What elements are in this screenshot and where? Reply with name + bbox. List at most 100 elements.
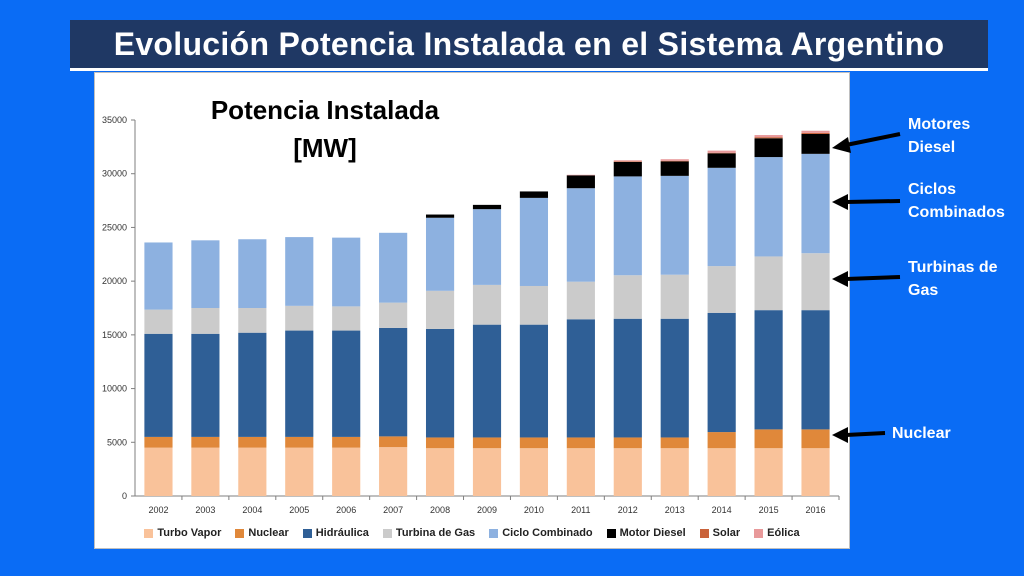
bar-segment (613, 448, 642, 496)
y-tick-label: 20000 (102, 276, 127, 286)
bar-segment (613, 437, 642, 449)
bar-segment (801, 448, 830, 496)
bar-segment (519, 448, 549, 496)
bar-segment (519, 437, 549, 449)
bar-segment (707, 432, 736, 449)
bar-segment (238, 436, 267, 448)
legend-item: Hidráulica (302, 527, 369, 539)
x-tick-label: 2009 (477, 505, 497, 515)
bar-segment (285, 447, 314, 496)
legend-label: Turbo Vapor (157, 527, 222, 539)
bar-segment (472, 437, 502, 449)
bar-segment (801, 310, 830, 430)
bar-segment (660, 448, 689, 496)
bar-segment (379, 447, 408, 496)
chart-heading-line2: [MW] (293, 133, 357, 163)
bar-segment (332, 306, 361, 331)
legend-label: Motor Diesel (619, 527, 686, 539)
y-tick-label: 25000 (102, 222, 127, 232)
bar-segment (519, 285, 549, 325)
x-tick-label: 2002 (148, 505, 168, 515)
bar-segment (144, 309, 173, 334)
arrow-nuclear (832, 427, 886, 443)
bar-segment (566, 281, 595, 320)
chart-legend: Turbo Vapor Nuclear Hidráulica Turbina de G… (95, 523, 849, 543)
bar-segment (566, 188, 595, 282)
chart-heading: Potencia Instalada [MW] (185, 91, 465, 167)
x-tick-label: 2006 (336, 505, 356, 515)
bar-segment (332, 237, 361, 307)
arrow-ciclos-combinados (832, 194, 901, 210)
bar-segment (707, 448, 736, 496)
bar-segment (472, 324, 502, 438)
x-tick-label: 2010 (524, 505, 544, 515)
bar-segment (425, 437, 455, 449)
bar-segment (613, 176, 642, 276)
bar-segment (425, 290, 455, 329)
y-tick-label: 0 (122, 491, 127, 501)
bar-segment (707, 167, 736, 267)
legend-swatch (144, 528, 154, 538)
bar-segment (379, 436, 408, 448)
x-tick-label: 2007 (383, 505, 403, 515)
bar-segment (754, 429, 783, 449)
x-tick-label: 2014 (712, 505, 732, 515)
legend-item: Solar (699, 527, 740, 539)
legend-item: Eólica (754, 527, 800, 539)
bar-segment (472, 209, 502, 285)
x-tick-label: 2013 (665, 505, 685, 515)
legend-label: Ciclo Combinado (502, 527, 593, 539)
bar-segment (379, 232, 408, 303)
legend-swatch (382, 528, 392, 538)
x-tick-label: 2008 (430, 505, 450, 515)
bar-segment (425, 214, 455, 218)
legend-item: Turbo Vapor (144, 527, 221, 539)
legend-swatch (699, 528, 709, 538)
bar-segment (660, 159, 689, 161)
legend-item: Nuclear (235, 527, 289, 539)
bar-segment (472, 204, 502, 210)
bar-segment (566, 175, 595, 189)
annotation-ciclos-line2: Combinados (908, 204, 1005, 221)
bar-segment (801, 133, 830, 154)
annotation-motores-diesel: Motores Diesel (908, 113, 970, 159)
legend-label: Hidráulica (315, 527, 369, 539)
bar-segment (285, 330, 314, 437)
bar-segment (238, 239, 267, 308)
bar-segment (613, 275, 642, 319)
bar-segment (801, 153, 830, 254)
title-bar: Evolución Potencia Instalada en el Siste… (70, 20, 988, 71)
bar-segment (801, 253, 830, 311)
bar-segment (566, 448, 595, 496)
bar-segment (472, 448, 502, 496)
chart-heading-line1: Potencia Instalada (210, 95, 440, 125)
bar-segment (707, 312, 736, 433)
bar-segment (191, 436, 220, 448)
bar-segment (707, 153, 736, 168)
bar-segment (285, 237, 314, 306)
bar-segment (144, 447, 173, 496)
bar-segment (754, 448, 783, 496)
arrow-motores-diesel (832, 132, 901, 153)
bar-segment (332, 436, 361, 448)
annotation-nuclear-label: Nuclear (892, 425, 951, 442)
bar-segment (332, 447, 361, 496)
bar-segment (332, 330, 361, 437)
legend-swatch (235, 528, 245, 538)
bar-segment (613, 318, 642, 438)
bar-segment (613, 161, 642, 177)
bar-segment (285, 436, 314, 448)
legend-label: Nuclear (248, 527, 289, 539)
legend-item: Ciclo Combinado (489, 527, 593, 539)
x-tick-label: 2012 (618, 505, 638, 515)
y-tick-label: 30000 (102, 169, 127, 179)
bar-segment (754, 138, 783, 158)
bar-segment (660, 175, 689, 275)
x-tick-label: 2004 (242, 505, 262, 515)
legend-swatch (489, 528, 499, 538)
bar-segment (801, 132, 830, 134)
bar-segment (660, 161, 689, 176)
bar-segment (144, 242, 173, 310)
bar-segment (472, 284, 502, 325)
